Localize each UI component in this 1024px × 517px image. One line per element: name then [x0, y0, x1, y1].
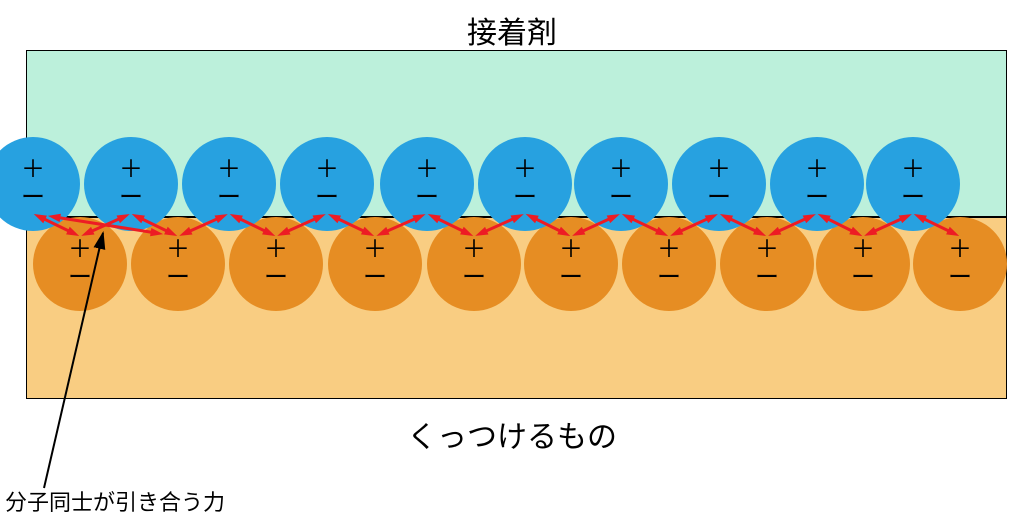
molecule: ＋ー — [478, 137, 572, 231]
molecule: ＋ー — [866, 137, 960, 231]
molecule: ＋ー — [574, 137, 668, 231]
molecule: ＋ー — [33, 217, 127, 311]
molecule: ＋ー — [816, 217, 910, 311]
label-substrate: くっつけるもの — [407, 412, 617, 456]
molecule: ＋ー — [913, 217, 1007, 311]
molecule: ＋ー — [380, 137, 474, 231]
molecule: ＋ー — [427, 217, 521, 311]
molecule: ＋ー — [720, 217, 814, 311]
molecule: ＋ー — [229, 217, 323, 311]
molecule: ＋ー — [131, 217, 225, 311]
label-force: 分子同士が引き合う力 — [5, 485, 225, 517]
molecule: ＋ー — [524, 217, 618, 311]
molecule: ＋ー — [280, 137, 374, 231]
molecule: ＋ー — [622, 217, 716, 311]
label-adhesive: 接着剤 — [467, 8, 557, 52]
molecule: ＋ー — [770, 137, 864, 231]
molecule: ＋ー — [328, 217, 422, 311]
molecule: ＋ー — [182, 137, 276, 231]
molecule: ＋ー — [672, 137, 766, 231]
molecule: ＋ー — [84, 137, 178, 231]
